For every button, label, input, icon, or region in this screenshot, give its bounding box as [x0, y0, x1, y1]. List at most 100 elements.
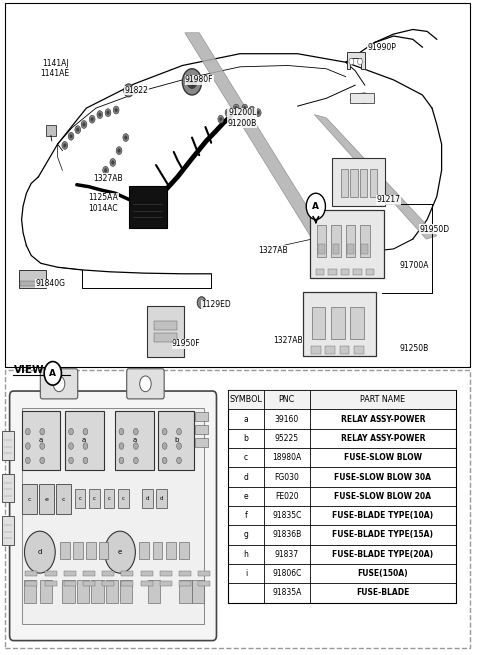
Circle shape: [133, 443, 138, 449]
Bar: [118, 489, 129, 508]
Text: VIEW: VIEW: [14, 365, 45, 375]
Text: FUSE-BLADE: FUSE-BLADE: [356, 588, 409, 597]
Bar: [341, 269, 349, 275]
Bar: [360, 169, 367, 196]
Circle shape: [81, 121, 87, 128]
Bar: [317, 225, 326, 257]
Bar: [64, 571, 76, 576]
Bar: [331, 307, 345, 339]
FancyBboxPatch shape: [129, 186, 167, 228]
Text: RELAY ASSY-POWER: RELAY ASSY-POWER: [340, 434, 425, 443]
Bar: [25, 571, 37, 576]
Circle shape: [107, 111, 109, 115]
Text: 91835C: 91835C: [272, 511, 301, 520]
Bar: [104, 489, 114, 508]
Text: a: a: [244, 415, 248, 424]
Circle shape: [62, 141, 68, 149]
Bar: [46, 125, 56, 136]
Circle shape: [44, 362, 61, 385]
Text: 91700A: 91700A: [399, 261, 429, 270]
Bar: [347, 244, 354, 254]
Bar: [340, 346, 349, 354]
Circle shape: [25, 443, 30, 449]
Text: 91835A: 91835A: [272, 588, 301, 597]
Text: 91806C: 91806C: [272, 569, 301, 578]
Bar: [333, 244, 339, 254]
Circle shape: [69, 457, 73, 464]
Text: PNC: PNC: [279, 395, 295, 404]
Bar: [75, 489, 85, 508]
Bar: [198, 581, 210, 586]
Circle shape: [177, 428, 181, 435]
FancyBboxPatch shape: [2, 474, 14, 502]
Text: 1327AB: 1327AB: [258, 246, 288, 255]
Bar: [45, 571, 57, 576]
Text: a: a: [82, 438, 86, 443]
Text: FUSE-SLOW BLOW 30A: FUSE-SLOW BLOW 30A: [334, 472, 432, 481]
Text: b: b: [174, 438, 179, 443]
FancyBboxPatch shape: [332, 158, 385, 206]
Bar: [25, 581, 37, 586]
Circle shape: [119, 443, 124, 449]
Bar: [361, 244, 368, 254]
Circle shape: [83, 457, 88, 464]
Circle shape: [242, 104, 248, 112]
Bar: [331, 225, 341, 257]
Bar: [316, 269, 324, 275]
Circle shape: [53, 376, 65, 392]
Circle shape: [68, 132, 74, 140]
Text: b: b: [243, 434, 249, 443]
FancyBboxPatch shape: [2, 516, 14, 545]
FancyBboxPatch shape: [40, 369, 78, 399]
Bar: [83, 581, 95, 586]
Circle shape: [116, 147, 122, 155]
Circle shape: [162, 443, 167, 449]
Bar: [311, 346, 321, 354]
Text: FG030: FG030: [275, 472, 299, 481]
Text: 18980A: 18980A: [272, 453, 301, 462]
Bar: [19, 270, 46, 288]
Text: FE020: FE020: [275, 492, 299, 501]
Text: 91980F: 91980F: [185, 75, 214, 84]
Bar: [328, 269, 337, 275]
Text: 1327AB: 1327AB: [93, 174, 123, 183]
Text: FUSE-BLADE TYPE(10A): FUSE-BLADE TYPE(10A): [332, 511, 433, 520]
Text: SYMBOL: SYMBOL: [229, 395, 263, 404]
Bar: [354, 346, 364, 354]
FancyBboxPatch shape: [147, 306, 184, 357]
Bar: [160, 571, 172, 576]
Bar: [102, 581, 114, 586]
Circle shape: [97, 111, 103, 119]
Bar: [142, 489, 153, 508]
Bar: [154, 321, 177, 330]
Circle shape: [89, 115, 95, 123]
Circle shape: [225, 109, 231, 117]
Circle shape: [140, 376, 151, 392]
Text: FUSE-BLADE TYPE(20A): FUSE-BLADE TYPE(20A): [332, 550, 433, 559]
Text: FUSE-BLADE TYPE(15A): FUSE-BLADE TYPE(15A): [332, 531, 433, 540]
Circle shape: [123, 134, 129, 141]
Circle shape: [349, 58, 354, 65]
Circle shape: [91, 117, 94, 121]
FancyBboxPatch shape: [22, 411, 60, 470]
Circle shape: [70, 134, 72, 138]
Bar: [346, 225, 355, 257]
Circle shape: [40, 457, 45, 464]
FancyBboxPatch shape: [22, 408, 204, 624]
Text: FUSE(150A): FUSE(150A): [358, 569, 408, 578]
FancyBboxPatch shape: [65, 411, 104, 470]
Circle shape: [257, 111, 260, 115]
Circle shape: [124, 84, 133, 97]
Circle shape: [63, 143, 66, 147]
Text: 91250B: 91250B: [399, 344, 428, 353]
Text: c: c: [79, 496, 82, 501]
Text: FUSE-SLOW BLOW 20A: FUSE-SLOW BLOW 20A: [334, 492, 432, 501]
Text: a: a: [132, 438, 137, 443]
Circle shape: [115, 108, 118, 112]
Bar: [148, 580, 160, 603]
Circle shape: [162, 428, 167, 435]
Bar: [73, 542, 83, 559]
Bar: [83, 571, 95, 576]
FancyBboxPatch shape: [127, 369, 164, 399]
Circle shape: [227, 111, 229, 115]
